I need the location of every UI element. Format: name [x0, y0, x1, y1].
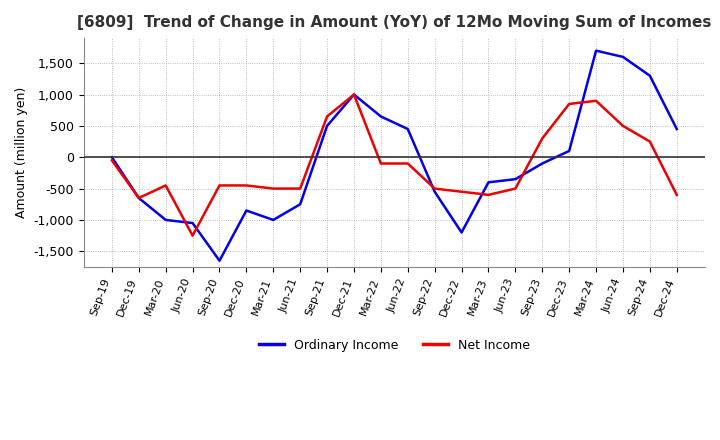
Net Income — [511, 186, 520, 191]
Ordinary Income — [403, 126, 412, 132]
Ordinary Income — [565, 148, 574, 154]
Net Income — [377, 161, 385, 166]
Ordinary Income — [296, 202, 305, 207]
Net Income — [618, 123, 627, 128]
Ordinary Income — [323, 123, 331, 128]
Ordinary Income — [592, 48, 600, 53]
Net Income — [107, 158, 116, 163]
Line: Ordinary Income: Ordinary Income — [112, 51, 677, 260]
Net Income — [269, 186, 278, 191]
Ordinary Income — [431, 189, 439, 194]
Net Income — [188, 233, 197, 238]
Net Income — [135, 195, 143, 201]
Net Income — [484, 192, 492, 198]
Ordinary Income — [538, 161, 546, 166]
Ordinary Income — [188, 220, 197, 226]
Net Income — [431, 186, 439, 191]
Net Income — [646, 139, 654, 144]
Ordinary Income — [161, 217, 170, 223]
Ordinary Income — [457, 230, 466, 235]
Ordinary Income — [269, 217, 278, 223]
Ordinary Income — [242, 208, 251, 213]
Net Income — [296, 186, 305, 191]
Ordinary Income — [618, 54, 627, 59]
Net Income — [592, 98, 600, 103]
Ordinary Income — [377, 114, 385, 119]
Ordinary Income — [672, 126, 681, 132]
Net Income — [161, 183, 170, 188]
Net Income — [215, 183, 224, 188]
Ordinary Income — [215, 258, 224, 263]
Net Income — [538, 136, 546, 141]
Legend: Ordinary Income, Net Income: Ordinary Income, Net Income — [253, 334, 535, 357]
Net Income — [350, 92, 359, 97]
Net Income — [565, 101, 574, 106]
Ordinary Income — [511, 176, 520, 182]
Ordinary Income — [350, 92, 359, 97]
Net Income — [323, 114, 331, 119]
Ordinary Income — [135, 195, 143, 201]
Net Income — [457, 189, 466, 194]
Net Income — [672, 192, 681, 198]
Title: [6809]  Trend of Change in Amount (YoY) of 12Mo Moving Sum of Incomes: [6809] Trend of Change in Amount (YoY) o… — [77, 15, 711, 30]
Ordinary Income — [484, 180, 492, 185]
Y-axis label: Amount (million yen): Amount (million yen) — [15, 87, 28, 218]
Net Income — [403, 161, 412, 166]
Ordinary Income — [646, 73, 654, 78]
Ordinary Income — [107, 154, 116, 160]
Net Income — [242, 183, 251, 188]
Line: Net Income: Net Income — [112, 95, 677, 235]
